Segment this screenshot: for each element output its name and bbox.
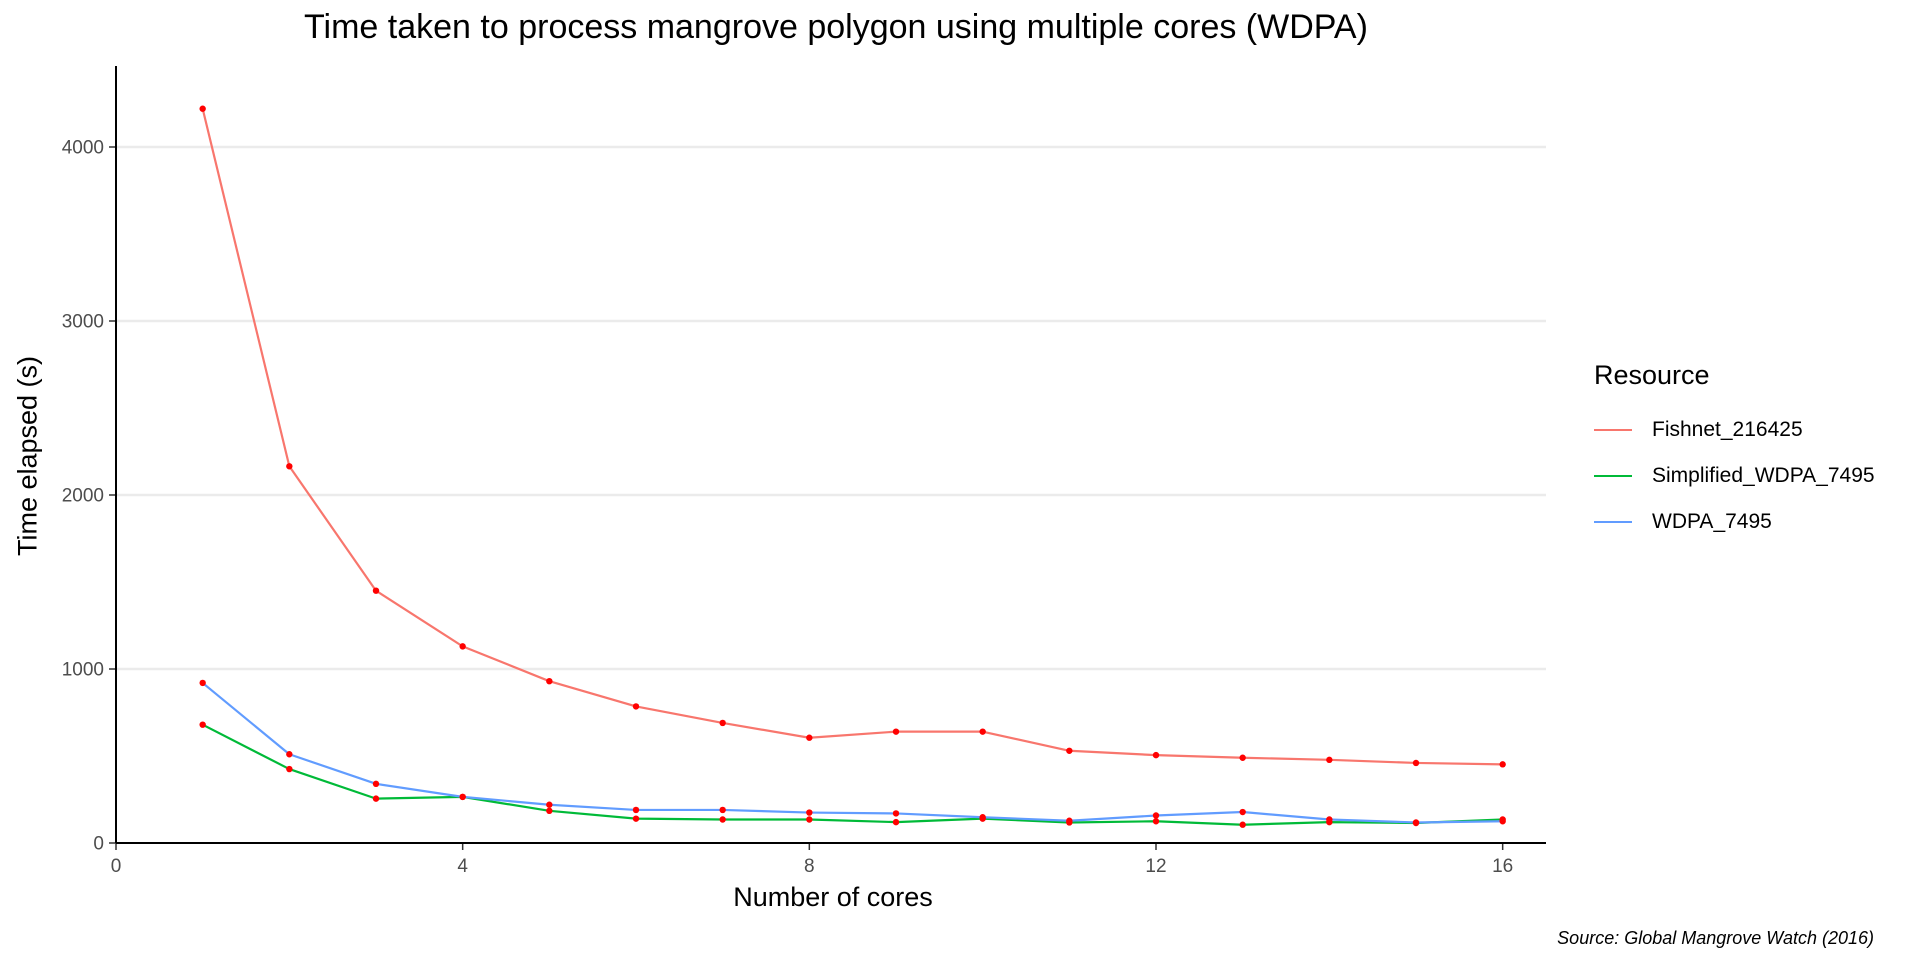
y-axis-label: Time elapsed (s) <box>12 355 43 557</box>
series-line-simplified_wdpa_7495 <box>202 723 1503 826</box>
data-point <box>546 807 553 815</box>
legend-label: WDPA_7495 <box>1652 510 1772 533</box>
data-point <box>806 816 813 823</box>
data-point <box>719 806 726 814</box>
data-point <box>1326 816 1333 823</box>
data-point <box>459 793 466 801</box>
x-axis-label: Number of cores <box>733 882 933 912</box>
data-point <box>892 728 900 735</box>
data-point <box>372 587 380 594</box>
data-point <box>372 780 380 788</box>
y-tick-label: 2000 <box>62 486 104 507</box>
data-point <box>286 765 293 773</box>
legend-swatch <box>1594 521 1632 523</box>
legend-item-simplified-wdpa: Simplified_WDPA_7495 <box>1594 453 1875 499</box>
x-tick-label: 16 <box>1492 856 1513 877</box>
data-point <box>806 809 813 816</box>
data-point <box>199 721 206 728</box>
data-point <box>1412 819 1420 826</box>
legend-title: Resource <box>1594 360 1710 390</box>
data-point <box>546 801 553 808</box>
y-tick-label: 0 <box>93 834 104 855</box>
x-tick-label: 4 <box>457 856 468 877</box>
data-point <box>1239 808 1246 816</box>
legend-item-wdpa: WDPA_7495 <box>1594 499 1875 545</box>
data-point <box>892 818 900 826</box>
data-point <box>1499 818 1506 825</box>
data-point <box>546 677 553 685</box>
data-point <box>1152 818 1160 825</box>
data-point <box>1412 759 1420 767</box>
legend-label: Fishnet_216425 <box>1652 418 1803 441</box>
data-point <box>199 105 206 112</box>
series-lines <box>201 108 1503 826</box>
data-point <box>979 728 986 735</box>
series-line-wdpa_7495 <box>201 682 1503 824</box>
legend-item-fishnet: Fishnet_216425 <box>1594 407 1875 453</box>
data-point <box>286 463 293 470</box>
source-caption: Source: Global Mangrove Watch (2016) <box>1557 928 1874 948</box>
data-point <box>892 810 900 817</box>
data-point <box>806 734 813 741</box>
data-point <box>1152 812 1160 819</box>
x-tick-label: 0 <box>111 856 122 877</box>
data-point <box>1066 747 1073 754</box>
series-line-fishnet_216425 <box>201 108 1503 766</box>
data-point <box>632 815 640 822</box>
data-point <box>1239 821 1246 828</box>
data-point <box>1066 817 1073 824</box>
data-point <box>719 719 726 727</box>
data-point <box>719 816 726 823</box>
data-point <box>372 795 380 802</box>
axes: 0 1000 2000 3000 4000 0 4 8 12 16 <box>62 66 1546 877</box>
data-point <box>979 814 986 821</box>
data-point <box>1239 754 1246 761</box>
chart-title: Time taken to process mangrove polygon u… <box>304 8 1368 46</box>
data-point <box>1326 756 1333 764</box>
legend-swatch <box>1594 475 1632 477</box>
data-point <box>632 806 640 814</box>
y-tick-label: 4000 <box>62 138 104 159</box>
y-tick-label: 3000 <box>62 312 104 333</box>
data-point <box>459 643 466 650</box>
x-tick-label: 12 <box>1145 856 1166 877</box>
legend-swatch <box>1594 429 1632 431</box>
x-tick-label: 8 <box>804 856 815 877</box>
legend: Resource Fishnet_216425 Simplified_WDPA_… <box>1594 360 1875 545</box>
data-point <box>1152 751 1160 759</box>
gridlines <box>116 145 1546 671</box>
data-point <box>632 703 640 710</box>
data-point <box>199 679 206 687</box>
data-point <box>1499 761 1506 768</box>
y-tick-label: 1000 <box>62 660 104 681</box>
legend-label: Simplified_WDPA_7495 <box>1652 464 1875 487</box>
data-points <box>199 105 1506 828</box>
data-point <box>286 751 293 758</box>
